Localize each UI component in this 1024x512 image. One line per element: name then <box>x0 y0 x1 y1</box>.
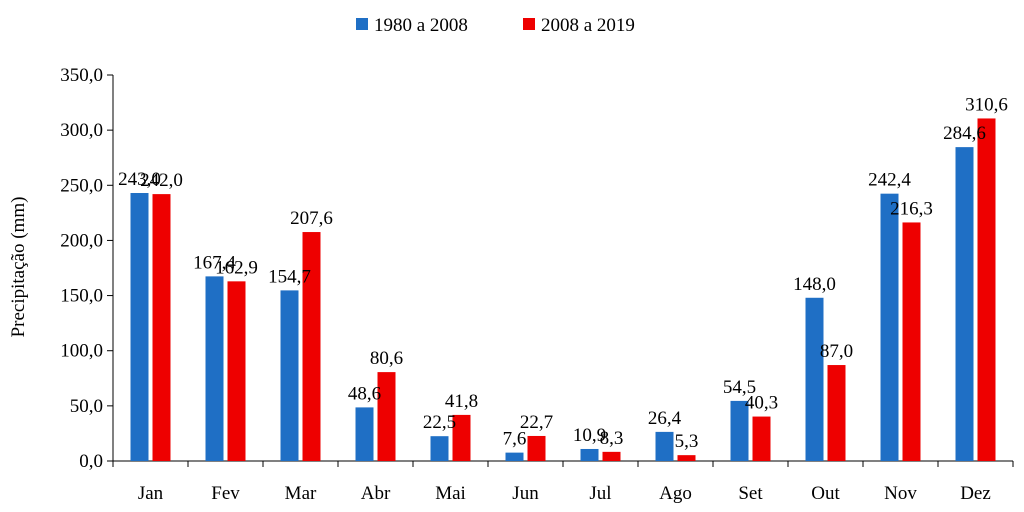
legend-swatch-2008-2019 <box>523 18 535 30</box>
data-label: 154,7 <box>268 266 311 287</box>
data-label: 5,3 <box>675 431 699 452</box>
y-tick-label: 300,0 <box>60 120 103 141</box>
bar-series2 <box>902 222 921 461</box>
data-label: 284,6 <box>943 123 986 144</box>
y-tick-label: 250,0 <box>60 175 103 196</box>
data-label: 207,6 <box>290 208 333 229</box>
data-labels: 243,0 167,4 154,7 48,6 22,5 7,6 10,9 26,4 54,5 14… <box>118 94 1008 452</box>
bar-series2 <box>527 435 546 461</box>
data-label: 87,0 <box>820 341 853 362</box>
bar-series1 <box>805 297 824 461</box>
y-axis: 0,0 50,0 100,0 150,0 200,0 250,0 300,0 350,0 <box>60 65 114 472</box>
data-label: 167,4 <box>193 252 236 273</box>
bar-series2 <box>452 414 471 461</box>
data-label: 216,3 <box>890 198 933 219</box>
data-label: 162,9 <box>215 257 258 278</box>
data-label: 310,6 <box>965 94 1008 115</box>
y-tick-label: 200,0 <box>60 230 103 251</box>
bar-series2 <box>977 118 996 461</box>
bar-series2 <box>227 281 246 461</box>
bar-series2 <box>377 372 396 461</box>
data-label: 10,9 <box>573 425 606 446</box>
data-label: 8,3 <box>600 428 624 449</box>
data-label: 242,0 <box>140 170 183 191</box>
y-tick-label: 50,0 <box>70 396 103 417</box>
bar-series1 <box>955 147 974 461</box>
data-label: 242,4 <box>868 170 911 191</box>
x-tick-label: Nov <box>884 483 917 504</box>
bar-series1 <box>205 276 224 461</box>
bar-series1 <box>280 290 299 461</box>
bar-series2 <box>827 365 846 461</box>
legend-swatch-1980-2008 <box>356 18 368 30</box>
legend-label-1980-2008: 1980 a 2008 <box>374 15 468 36</box>
x-tick-label: Abr <box>361 483 391 504</box>
bar-series1 <box>880 193 899 462</box>
bar-series1 <box>730 400 749 461</box>
bars <box>130 118 996 462</box>
x-tick-label: Ago <box>659 483 692 504</box>
data-label: 26,4 <box>648 408 682 429</box>
bar-series2 <box>302 232 321 461</box>
bar-series2 <box>677 455 696 461</box>
x-tick-label: Jul <box>589 483 611 504</box>
y-tick-label: 100,0 <box>60 341 103 362</box>
data-label: 40,3 <box>745 393 778 414</box>
legend: 1980 a 2008 2008 a 2019 <box>356 15 635 36</box>
data-label: 22,5 <box>423 412 456 433</box>
bar-series1 <box>505 452 524 461</box>
x-tick-label: Fev <box>211 483 240 504</box>
data-label: 243,0 <box>118 169 161 190</box>
x-tick-label: Set <box>738 483 763 504</box>
bar-series1 <box>130 193 149 461</box>
data-label: 7,6 <box>503 429 527 450</box>
x-tick-label: Mai <box>435 483 466 504</box>
bar-series1 <box>580 448 599 461</box>
data-label: 80,6 <box>370 348 403 369</box>
bar-series2 <box>602 451 621 461</box>
data-label: 54,5 <box>723 377 756 398</box>
bar-series1 <box>430 436 449 461</box>
x-tick-label: Out <box>811 483 840 504</box>
x-tick-label: Dez <box>960 483 991 504</box>
data-label: 48,6 <box>348 383 381 404</box>
x-tick-label: Jan <box>138 483 164 504</box>
data-label: 148,0 <box>793 274 836 295</box>
x-tick-label: Jun <box>512 483 539 504</box>
bar-series1 <box>355 407 374 461</box>
y-axis-title: Precipitação (mm) <box>8 197 29 338</box>
data-label: 22,7 <box>520 412 553 433</box>
bar-series1 <box>655 431 674 461</box>
y-tick-label: 0,0 <box>79 451 103 472</box>
data-label: 41,8 <box>445 391 478 412</box>
x-axis: Jan Fev Mar Abr Mai Jun Jul Ago Set Out Nov Dez <box>112 460 1014 504</box>
legend-label-2008-2019: 2008 a 2019 <box>541 15 635 36</box>
y-tick-label: 150,0 <box>60 286 103 307</box>
x-tick-label: Mar <box>285 483 317 504</box>
bar-series2 <box>152 194 171 461</box>
bar-series2 <box>752 416 771 461</box>
y-tick-label: 350,0 <box>60 65 103 86</box>
